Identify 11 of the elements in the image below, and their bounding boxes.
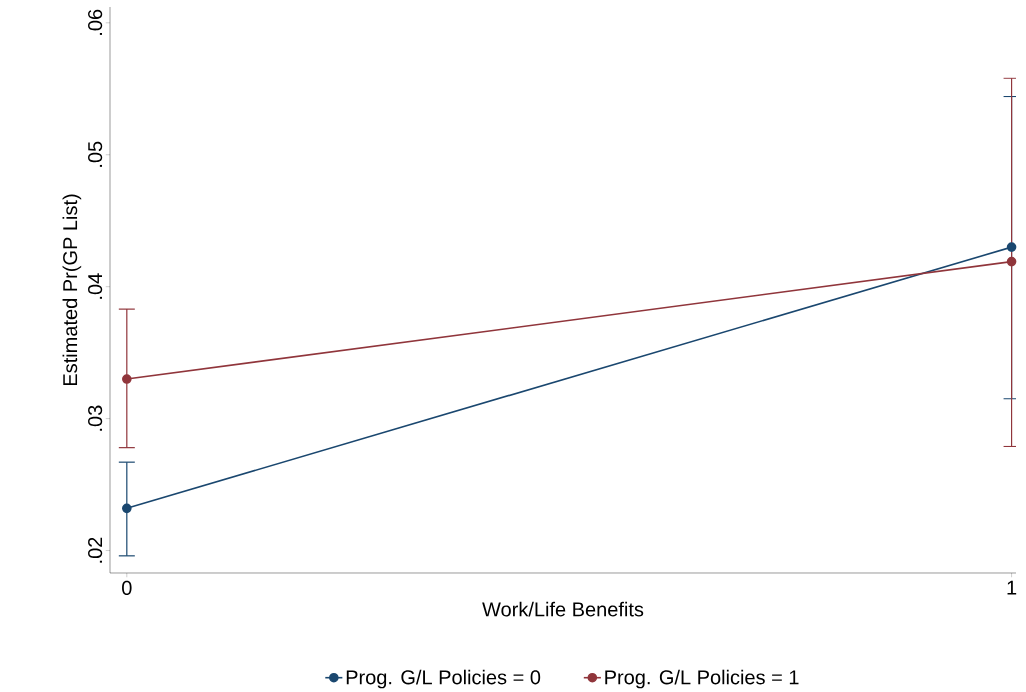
y-tick-label: .05 [88,141,103,167]
y-axis-title: Estimated Pr(GP List) [62,194,82,386]
y-tick-label: .02 [88,537,103,563]
x-axis-title: Work/Life Benefits [482,601,644,617]
legend-label: Prog. G/L Policies = 0 [346,669,541,689]
x-tick-label: 0 [122,580,132,595]
y-tick-label: .04 [88,273,103,299]
y-tick-label: .03 [88,405,103,431]
legend-label: Prog. G/L Policies = 1 [605,669,799,689]
y-tick-label: .06 [88,9,103,35]
x-tick-label: 1 [1007,580,1017,595]
